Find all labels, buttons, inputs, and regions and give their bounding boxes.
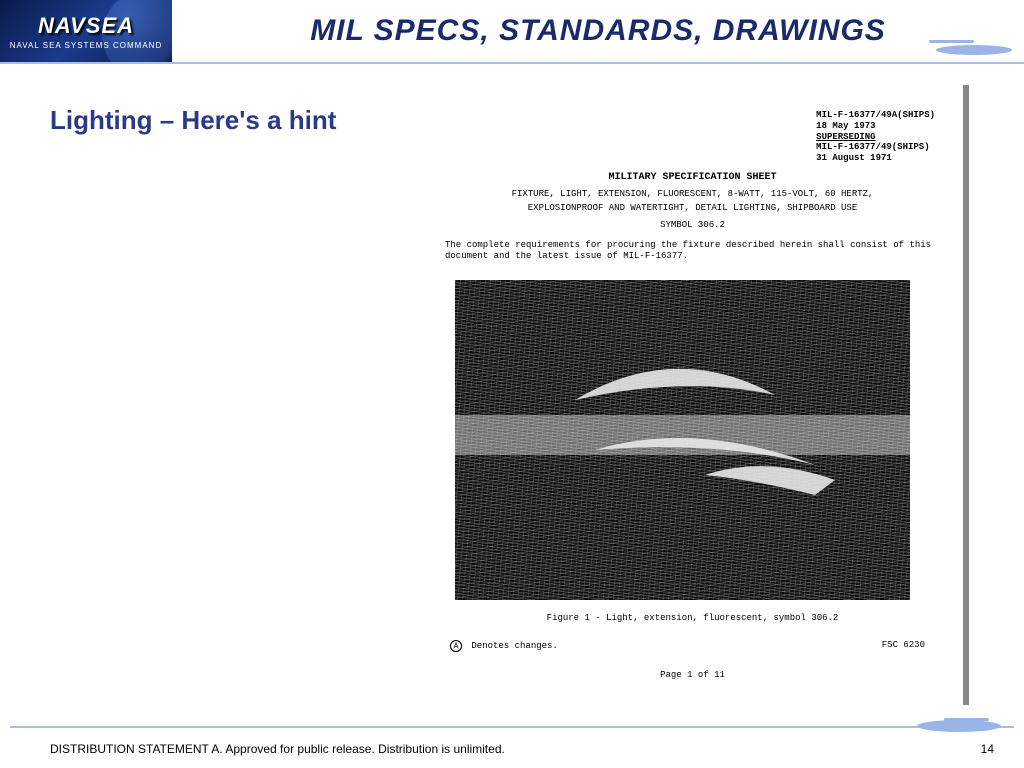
doc-spec-id: MIL-F-16377/49A(SHIPS) (816, 110, 935, 121)
doc-fsc-code: FSC 6230 (882, 640, 925, 650)
doc-line1: FIXTURE, LIGHT, EXTENSION, FLUORESCENT, … (420, 189, 965, 199)
doc-paragraph: The complete requirements for procuring … (445, 240, 935, 263)
slide-title: MIL SPECS, STANDARDS, DRAWINGS (172, 14, 1024, 48)
logo-subtext: NAVAL SEA SYSTEMS COMMAND (10, 41, 162, 50)
slide-subtitle: Lighting – Here's a hint (50, 105, 336, 136)
spec-sheet-document: MIL-F-16377/49A(SHIPS) 18 May 1973 SUPER… (420, 85, 965, 705)
footer-rule (10, 726, 1014, 728)
distribution-statement: DISTRIBUTION STATEMENT A. Approved for p… (50, 742, 505, 756)
doc-spec-id-block: MIL-F-16377/49A(SHIPS) 18 May 1973 SUPER… (816, 110, 935, 164)
doc-superseding: SUPERSEDING (816, 132, 935, 143)
changes-marker-icon: A (450, 640, 462, 652)
figure-light-shape (455, 280, 910, 600)
logo-text: NAVSEA (38, 13, 134, 39)
doc-page-number: Page 1 of 11 (420, 670, 965, 680)
slide-header: NAVSEA NAVAL SEA SYSTEMS COMMAND MIL SPE… (0, 0, 1024, 62)
header-decor-shape (924, 38, 1014, 56)
doc-figure-image (455, 280, 910, 600)
doc-figure-caption: Figure 1 - Light, extension, fluorescent… (420, 613, 965, 623)
footer-decor-shape (914, 718, 1004, 734)
navsea-logo: NAVSEA NAVAL SEA SYSTEMS COMMAND (0, 0, 172, 62)
doc-spec-id-old: MIL-F-16377/49(SHIPS) (816, 142, 935, 153)
doc-title: MILITARY SPECIFICATION SHEET (420, 172, 965, 183)
changes-text: Denotes changes. (471, 641, 557, 651)
slide-page-number: 14 (981, 742, 994, 756)
doc-spec-date: 18 May 1973 (816, 121, 935, 132)
header-rule (0, 62, 1024, 64)
doc-changes-note: A Denotes changes. (450, 640, 558, 652)
doc-line2: EXPLOSIONPROOF AND WATERTIGHT, DETAIL LI… (420, 203, 965, 213)
doc-symbol: SYMBOL 306.2 (420, 220, 965, 230)
doc-spec-date-old: 31 August 1971 (816, 153, 935, 164)
doc-right-shadow (963, 85, 969, 705)
